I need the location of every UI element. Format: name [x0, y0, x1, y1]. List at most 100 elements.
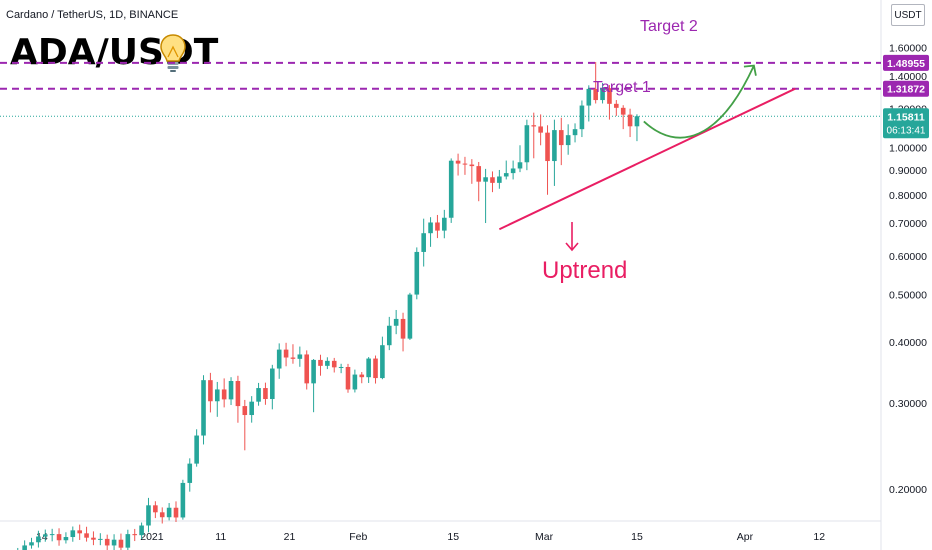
candle-body [36, 536, 41, 543]
last-price-badge-bg [883, 108, 929, 139]
candle-body [221, 389, 227, 400]
candle-body [614, 103, 619, 108]
candle-body [497, 176, 502, 183]
candle-body [455, 160, 461, 164]
candle-body [208, 380, 213, 402]
y-tick-label: 0.40000 [889, 337, 927, 349]
uptrend-label: Uptrend [542, 257, 627, 284]
candle-body [380, 345, 385, 379]
candle-body [600, 88, 605, 101]
projection-curve [643, 65, 755, 139]
candle-body [263, 388, 268, 400]
y-tick-label: 0.90000 [889, 165, 927, 177]
projection-arrow-head [743, 64, 757, 76]
candle-body [620, 107, 626, 115]
y-tick-label: 0.80000 [889, 190, 927, 202]
candle-body [104, 538, 110, 546]
x-tick-label: Apr [737, 531, 754, 543]
candle-body [228, 380, 234, 400]
candle-body [359, 374, 365, 378]
candle-body [338, 366, 344, 368]
candle-body [84, 533, 89, 538]
candle-body [194, 435, 199, 464]
candle-body [552, 130, 557, 162]
candle-body [558, 130, 564, 146]
candle-body [331, 360, 337, 368]
y-tick-label: 0.20000 [889, 484, 927, 496]
candle-body [42, 534, 48, 537]
y-tick-label: 0.30000 [889, 398, 927, 410]
candle-body [249, 401, 254, 416]
candle-body [386, 325, 392, 346]
candle-body [490, 177, 495, 183]
candle-body [414, 251, 420, 295]
candle-body [98, 538, 103, 540]
candle-body [242, 406, 248, 416]
candle-body [22, 545, 27, 550]
target1-price-badge-bg [883, 80, 929, 97]
candle-body [29, 542, 34, 546]
x-tick-label: 14 [36, 531, 48, 543]
candle-body [538, 126, 543, 133]
uptrend-line [498, 87, 796, 231]
currency-selector[interactable]: USDT [891, 4, 925, 26]
candle-body [56, 534, 62, 541]
candle-body [400, 318, 406, 339]
target1-label: Target 1 [593, 79, 651, 96]
candle-body [235, 380, 241, 407]
candle-body [428, 222, 433, 234]
candle-body [572, 129, 578, 136]
x-tick-label: 15 [631, 531, 643, 543]
candle-body [159, 512, 165, 518]
candle-body [593, 88, 598, 101]
candle-body [510, 168, 516, 174]
candle-body [524, 125, 530, 163]
candle-body [476, 166, 482, 182]
candle-body [166, 507, 172, 518]
candle-body [153, 505, 158, 513]
target2-price-badge-bg [883, 54, 929, 71]
candle-body [77, 530, 82, 534]
last-price-badge: 1.15811 [887, 111, 925, 123]
candle-body [393, 318, 399, 326]
candle-body [214, 389, 220, 402]
x-tick-label: 12 [813, 531, 825, 543]
candle-body [270, 368, 275, 400]
candle-body [634, 116, 640, 127]
candle-body [125, 534, 131, 548]
down-arrow-head [565, 242, 579, 252]
candle-body [283, 349, 289, 358]
candle-body [180, 482, 186, 518]
candle-body [531, 125, 537, 127]
y-tick-label: 1.40000 [889, 71, 927, 83]
candle-body [49, 534, 55, 536]
candle-body [503, 173, 509, 177]
candle-body [373, 358, 378, 379]
candle-body [290, 357, 296, 359]
target1-price-badge: 1.31872 [887, 84, 925, 96]
candle-body [448, 160, 454, 218]
candle-body [256, 388, 261, 402]
candle-body [146, 505, 151, 526]
x-tick-label: 11 [215, 531, 226, 543]
candle-body [318, 359, 323, 366]
candle-body [118, 539, 124, 548]
candle-body [462, 163, 468, 165]
candle-body [565, 135, 571, 146]
candle-body [627, 114, 633, 127]
candle-body [442, 217, 447, 231]
candle-body [345, 366, 351, 390]
x-tick-label: 15 [447, 531, 459, 543]
candle-body [139, 525, 144, 536]
candle-body [297, 354, 303, 359]
target2-price-badge: 1.48955 [887, 58, 925, 70]
x-tick-label: Mar [535, 531, 554, 543]
candle-body [132, 534, 138, 536]
candle-body [586, 88, 592, 106]
y-tick-label: 0.50000 [889, 290, 927, 302]
candle-body [70, 530, 76, 538]
candle-body [352, 374, 358, 390]
candle-body [276, 349, 282, 369]
